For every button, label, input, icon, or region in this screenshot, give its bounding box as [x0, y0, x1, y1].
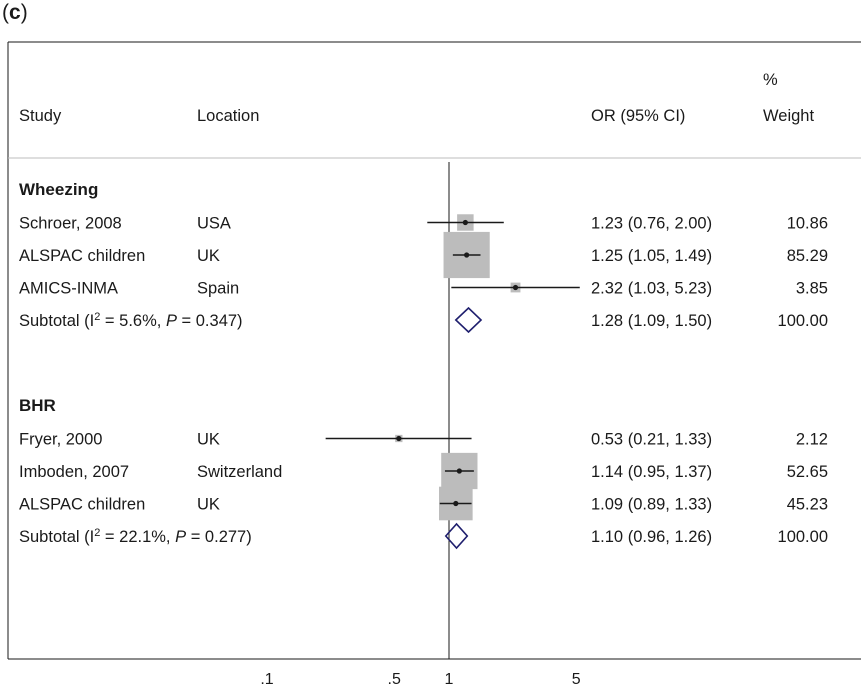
subtotal-or-ci: 1.10 (0.96, 1.26) — [591, 528, 712, 546]
forest-rows: Wheezing Schroer, 2008 USA 1.23 (0.76, 2.00… — [19, 180, 828, 550]
subtotal-label-part: = 0.347) — [177, 312, 243, 330]
study-name: Fryer, 2000 — [19, 431, 102, 449]
study-location: UK — [197, 496, 220, 514]
study-row: Fryer, 2000 UK 0.53 (0.21, 1.33) 2.12 — [19, 431, 828, 449]
subtotal-label-part: 2 — [94, 527, 100, 539]
point-estimate — [456, 468, 462, 474]
subtotal-label-part: = 0.277) — [186, 528, 252, 546]
subtotal-label: Subtotal (I2 = 5.6%, P = 0.347) — [19, 311, 243, 330]
study-name: Schroer, 2008 — [19, 215, 122, 233]
study-location: Switzerland — [197, 463, 282, 481]
study-row: Imboden, 2007 Switzerland 1.14 (0.95, 1.37… — [19, 452, 828, 490]
subtotal-label-part: Subtotal (I — [19, 528, 94, 546]
study-location: UK — [197, 247, 220, 265]
point-estimate — [453, 500, 459, 507]
study-weight: 52.65 — [787, 463, 828, 481]
x-tick-label: .5 — [388, 671, 401, 688]
panel-label: (c) — [2, 1, 28, 24]
x-axis-ticks: .1 .5 1 5 — [260, 671, 580, 688]
x-tick-label: 5 — [572, 671, 581, 688]
point-estimate — [462, 219, 468, 226]
study-or-ci: 0.53 (0.21, 1.33) — [591, 431, 712, 449]
study-or-ci: 1.09 (0.89, 1.33) — [591, 496, 712, 514]
study-weight: 10.86 — [787, 215, 828, 233]
subtotal-or-ci: 1.28 (1.09, 1.50) — [591, 312, 712, 330]
subtotal-label: Subtotal (I2 = 22.1%, P = 0.277) — [19, 527, 252, 546]
header-weight-line2: Weight — [763, 107, 814, 125]
header-weight-line1: % — [763, 71, 778, 89]
study-row: Schroer, 2008 USA 1.23 (0.76, 2.00) 10.86 — [19, 214, 828, 233]
subtotal-label-part: = 22.1%, — [100, 528, 175, 546]
point-estimate — [464, 252, 470, 258]
pooled-diamond — [454, 306, 483, 334]
study-or-ci: 1.14 (0.95, 1.37) — [591, 463, 712, 481]
header-study: Study — [19, 107, 62, 125]
group-title: BHR — [19, 396, 56, 415]
x-tick-label: 1 — [445, 671, 454, 688]
subtotal-label-part: Subtotal (I — [19, 312, 94, 330]
subtotal-label-part: P — [175, 528, 186, 546]
study-weight: 85.29 — [787, 247, 828, 265]
subtotal-label-part: P — [166, 312, 177, 330]
subtotal-weight: 100.00 — [778, 528, 828, 546]
point-estimate — [396, 435, 402, 442]
study-or-ci: 1.25 (1.05, 1.49) — [591, 247, 712, 265]
study-row: ALSPAC children UK 1.25 (1.05, 1.49) 85.29 — [19, 231, 828, 279]
header-or: OR (95% CI) — [591, 107, 685, 125]
study-weight: 2.12 — [796, 431, 828, 449]
subtotal-label-part: = 5.6%, — [100, 312, 166, 330]
x-tick-label: .1 — [260, 671, 273, 688]
study-name: Imboden, 2007 — [19, 463, 129, 481]
subtotal-row: Subtotal (I2 = 22.1%, P = 0.277) 1.10 (0.… — [19, 522, 828, 550]
study-or-ci: 1.23 (0.76, 2.00) — [591, 215, 712, 233]
subtotal-weight: 100.00 — [778, 312, 828, 330]
panel-letter: c — [9, 1, 21, 24]
group-title: Wheezing — [19, 180, 98, 199]
study-location: UK — [197, 431, 220, 449]
pooled-diamond — [444, 522, 469, 550]
study-row: ALSPAC children UK 1.09 (0.89, 1.33) 45.23 — [19, 486, 828, 521]
study-weight: 45.23 — [787, 496, 828, 514]
study-weight: 3.85 — [796, 280, 828, 298]
study-location: Spain — [197, 280, 239, 298]
header-location: Location — [197, 107, 259, 125]
study-location: USA — [197, 215, 231, 233]
subtotal-label-part: 2 — [94, 311, 100, 323]
point-estimate — [512, 284, 519, 291]
study-or-ci: 2.32 (1.03, 5.23) — [591, 280, 712, 298]
study-name: ALSPAC children — [19, 247, 145, 265]
study-name: ALSPAC children — [19, 496, 145, 514]
study-row: AMICS-INMA Spain 2.32 (1.03, 5.23) 3.85 — [19, 280, 828, 298]
subtotal-row: Subtotal (I2 = 5.6%, P = 0.347) 1.28 (1.0… — [19, 306, 828, 334]
study-name: AMICS-INMA — [19, 280, 118, 298]
